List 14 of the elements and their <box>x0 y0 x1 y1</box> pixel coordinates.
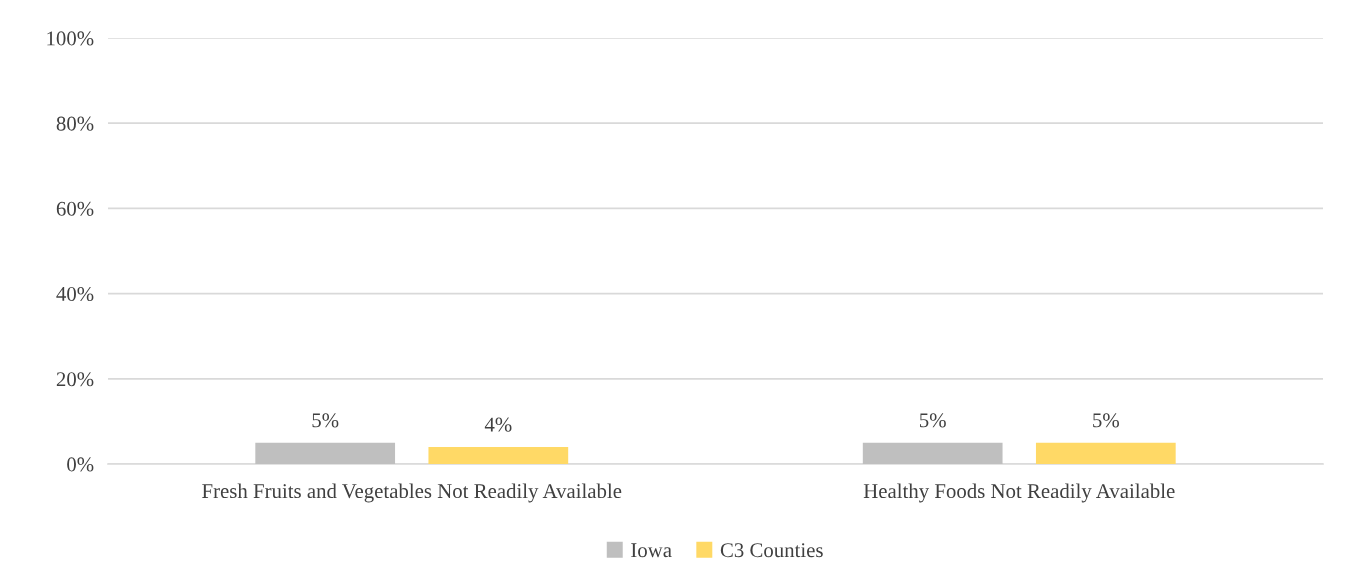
data-label: 4% <box>484 417 512 432</box>
x-tick-label: Healthy Foods Not Readily Available <box>863 483 1175 503</box>
y-tick-label: 80% <box>56 116 94 131</box>
y-tick-label: 60% <box>56 201 94 216</box>
y-tick-label: 20% <box>56 372 94 387</box>
data-label: 5% <box>1093 413 1119 428</box>
legend-label: C3 Counties <box>720 543 823 558</box>
data-label: 5% <box>312 413 339 428</box>
data-label: 5% <box>920 413 946 428</box>
legend-label: Iowa <box>631 543 672 558</box>
x-tick-label: Fresh Fruits and Vegetables Not Readily Available <box>202 483 622 503</box>
y-tick-label: 0% <box>67 457 94 472</box>
y-tick-label: 40% <box>56 286 94 302</box>
y-tick-label: 100% <box>47 31 94 46</box>
